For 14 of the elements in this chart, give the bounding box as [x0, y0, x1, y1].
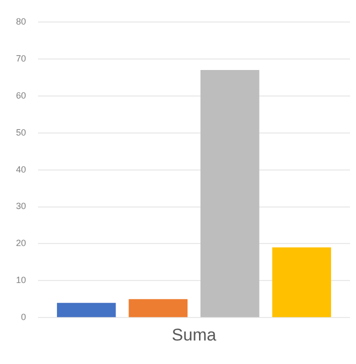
y-tick-label: 70	[16, 53, 26, 64]
bar	[200, 70, 260, 318]
x-tick-label: Suma	[172, 325, 217, 344]
bar	[272, 247, 332, 318]
y-tick-label: 80	[16, 16, 26, 26]
y-tick-label: 30	[16, 201, 26, 212]
y-tick-label: 10	[16, 275, 26, 286]
y-tick-label: 20	[16, 238, 26, 248]
y-tick-label: 50	[16, 127, 26, 138]
bar	[128, 299, 188, 318]
y-tick-label: 60	[16, 90, 26, 100]
y-tick-label: 40	[16, 164, 26, 174]
bar	[56, 302, 116, 318]
y-tick-label: 0	[20, 312, 26, 322]
